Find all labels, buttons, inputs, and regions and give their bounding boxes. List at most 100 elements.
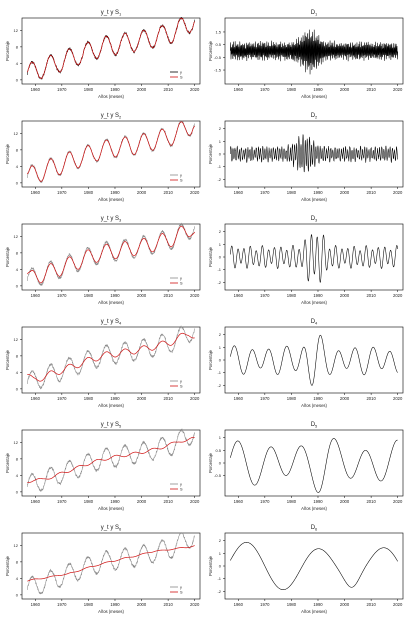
legend-label-S: S xyxy=(180,179,183,183)
y-tick-label: 0 xyxy=(16,180,19,185)
y-tick-label: -2 xyxy=(217,177,221,182)
x-tick-label: 1970 xyxy=(57,87,67,92)
x-tick-label: 2010 xyxy=(366,602,376,607)
y-axis-label: Porcentaje xyxy=(5,349,10,370)
x-tick-label: 1960 xyxy=(31,396,41,401)
y-tick-label: 0.5 xyxy=(215,42,221,47)
y-tick-label: 0 xyxy=(219,461,222,466)
x-tick-label: 1960 xyxy=(234,499,244,504)
legend-label-S: S xyxy=(180,591,183,595)
x-tick-label: 1990 xyxy=(110,190,120,195)
x-tick-label: 2020 xyxy=(190,87,200,92)
series-d-line xyxy=(230,29,398,75)
x-tick-label: 1990 xyxy=(313,190,323,195)
x-tick-label: 1980 xyxy=(287,602,297,607)
x-tick-label: 1990 xyxy=(313,602,323,607)
y-tick-label: 8 xyxy=(16,44,19,49)
y-tick-label: 0 xyxy=(219,152,222,157)
x-axis-label: Años (meses) xyxy=(98,300,124,305)
x-tick-label: 2010 xyxy=(366,293,376,298)
x-tick-label: 1980 xyxy=(287,87,297,92)
y-axis-label: Porcentaje xyxy=(208,555,213,576)
x-tick-label: 1970 xyxy=(57,396,67,401)
x-tick-label: 1970 xyxy=(57,293,67,298)
x-tick-label: 2020 xyxy=(393,293,403,298)
legend-label-y: y xyxy=(180,380,182,384)
x-tick-label: 2000 xyxy=(340,602,350,607)
series-s-line xyxy=(26,121,195,182)
y-tick-label: 2 xyxy=(219,126,222,131)
x-tick-label: 2010 xyxy=(366,396,376,401)
legend-label-S: S xyxy=(180,488,183,492)
x-tick-label: 1970 xyxy=(260,396,270,401)
x-axis-label: Años (meses) xyxy=(98,609,124,614)
x-tick-label: 1990 xyxy=(313,396,323,401)
x-tick-label: 2010 xyxy=(163,396,173,401)
series-s-line xyxy=(27,225,195,284)
x-axis-label: Años (meses) xyxy=(301,300,327,305)
x-tick-label: 1960 xyxy=(234,396,244,401)
x-tick-label: 1970 xyxy=(260,293,270,298)
y-axis-label: Porcentaje xyxy=(208,452,213,473)
plot-frame xyxy=(21,532,201,600)
y-tick-label: 1 xyxy=(219,139,222,144)
x-axis-label: Años (meses) xyxy=(301,197,327,202)
x-tick-label: 1970 xyxy=(57,190,67,195)
y-tick-label: 0 xyxy=(219,564,222,569)
series-y-line xyxy=(27,428,195,492)
series-d-line xyxy=(230,542,398,590)
chart-panel-4: D2 Porcentaje Años (meses) 1960 1970 1980 1990… xyxy=(208,113,404,202)
y-tick-label: -2 xyxy=(217,589,221,594)
x-tick-label: 2010 xyxy=(366,87,376,92)
x-tick-label: 2010 xyxy=(366,190,376,195)
x-tick-label: 1990 xyxy=(313,87,323,92)
series-s-line xyxy=(27,436,195,483)
chart-panel-11: y_t y S6 Porcentaje Años (meses) 1960 1970 19… xyxy=(5,525,201,614)
legend-label-S: S xyxy=(180,282,183,286)
x-tick-label: 1960 xyxy=(234,190,244,195)
x-tick-label: 1990 xyxy=(110,499,120,504)
x-tick-label: 2010 xyxy=(366,499,376,504)
chart-title: D3 xyxy=(311,216,318,223)
chart-title: D6 xyxy=(311,525,318,532)
x-tick-label: 1980 xyxy=(287,396,297,401)
y-tick-label: 4 xyxy=(16,576,19,581)
x-tick-label: 2000 xyxy=(137,293,147,298)
chart-panel-1: y_t y S1 Porcentaje Años (meses) 1960 1970 19… xyxy=(5,10,201,99)
x-tick-label: 1970 xyxy=(260,87,270,92)
x-tick-label: 2020 xyxy=(190,396,200,401)
x-tick-label: 1960 xyxy=(234,293,244,298)
series-s-line xyxy=(26,17,195,79)
y-tick-label: 4 xyxy=(16,473,19,478)
x-tick-label: 2000 xyxy=(137,396,147,401)
y-axis-label: Porcentaje xyxy=(5,452,10,473)
y-tick-label: -1 xyxy=(217,164,221,169)
chart-title: D4 xyxy=(311,319,318,326)
x-tick-label: 1980 xyxy=(84,293,94,298)
series-y-line xyxy=(27,222,195,286)
x-tick-label: 1990 xyxy=(110,396,120,401)
series-y-line xyxy=(27,16,195,80)
x-tick-label: 2020 xyxy=(393,396,403,401)
x-tick-label: 2010 xyxy=(163,293,173,298)
plot-frame xyxy=(224,429,404,497)
chart-title: y_t y S3 xyxy=(101,216,122,223)
series-d-line xyxy=(230,234,398,283)
legend-label-S: S xyxy=(180,76,183,80)
x-tick-label: 1970 xyxy=(57,602,67,607)
plot-frame xyxy=(224,223,404,291)
y-tick-label: 12 xyxy=(14,440,19,445)
x-tick-label: 2000 xyxy=(137,499,147,504)
plot-frame xyxy=(224,532,404,600)
y-tick-label: -1.5 xyxy=(214,68,222,73)
y-tick-label: -2 xyxy=(217,383,221,388)
plot-frame xyxy=(21,326,201,394)
x-tick-label: 1960 xyxy=(31,87,41,92)
chart-panel-5: y_t y S3 Porcentaje Años (meses) 1960 1970 19… xyxy=(5,216,201,305)
series-y-line xyxy=(27,120,195,183)
y-axis-label: Porcentaje xyxy=(5,40,10,61)
y-tick-label: -2 xyxy=(217,280,221,285)
plot-frame xyxy=(21,223,201,291)
chart-panel-3: y_t y S2 Porcentaje Años (meses) 1960 1970 19… xyxy=(5,113,201,202)
